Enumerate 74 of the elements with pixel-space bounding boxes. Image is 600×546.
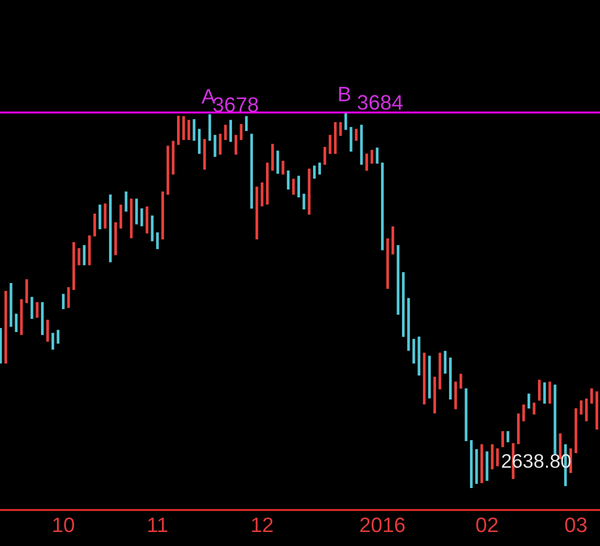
candlestick <box>25 279 28 304</box>
candlestick <box>313 166 316 179</box>
candlestick <box>365 154 368 171</box>
candlestick <box>569 448 572 474</box>
candlestick <box>506 431 510 442</box>
candlestick <box>218 134 222 155</box>
candlestick <box>78 248 80 266</box>
candlestick <box>240 124 242 140</box>
candlestick <box>234 134 238 155</box>
annotation: A <box>201 89 216 104</box>
candlestick <box>214 134 216 157</box>
candlestick <box>260 182 264 206</box>
candlestick <box>286 170 290 190</box>
candlestick <box>532 402 536 415</box>
candlestick <box>245 116 248 132</box>
candlestick <box>292 178 295 195</box>
candlestick <box>276 150 280 174</box>
candlestick <box>46 320 49 342</box>
candlestick <box>501 431 504 448</box>
candlestick <box>543 382 546 404</box>
x-tick-label: 12 <box>252 517 273 532</box>
candlestick <box>104 203 106 229</box>
candlestick <box>538 380 541 401</box>
candlestick <box>444 350 446 374</box>
candlestick <box>376 148 378 164</box>
candlestick <box>182 116 185 140</box>
candlestick <box>124 191 128 212</box>
candlestick <box>198 128 201 154</box>
candlestick <box>528 394 530 409</box>
candlestick <box>490 444 494 470</box>
candlestick <box>328 134 332 154</box>
x-tick-label: 2016 <box>360 517 405 532</box>
candlestick <box>344 112 348 130</box>
x-tick-label: 11 <box>148 518 168 532</box>
candlestick <box>282 160 284 175</box>
candlestick <box>82 245 86 266</box>
candlestick <box>51 332 54 350</box>
x-tick-label: 03 <box>565 517 587 532</box>
candlestick <box>98 204 102 230</box>
candlestick <box>188 120 190 140</box>
candlestick <box>324 146 326 165</box>
candlestick <box>36 302 38 318</box>
candlestick <box>67 287 70 308</box>
x-tick-label: 02 <box>476 517 498 532</box>
x-tick-label: 10 <box>53 517 74 532</box>
candlestick <box>412 338 416 364</box>
candlestick <box>339 122 342 136</box>
candlestick <box>460 374 462 389</box>
candlestick <box>140 208 144 226</box>
candlestick <box>522 404 525 422</box>
candlestick <box>119 204 122 229</box>
candlestick <box>302 194 306 210</box>
candlestick <box>14 314 18 332</box>
candlestick <box>318 162 321 175</box>
candlestick <box>229 120 232 142</box>
candlestick <box>156 232 159 250</box>
candlestick <box>350 126 352 152</box>
candlestick <box>354 128 358 141</box>
candlestick <box>93 214 96 236</box>
candlestick <box>370 150 374 164</box>
annotation: 3678 <box>213 97 258 112</box>
candlestick <box>496 448 499 466</box>
candlestick <box>297 176 300 198</box>
candlestick <box>590 388 593 404</box>
annotation: B <box>339 86 350 102</box>
candlestick <box>548 382 552 404</box>
candlestick <box>62 294 65 310</box>
candlestick <box>224 124 227 140</box>
candlestick <box>30 296 34 319</box>
candlestick <box>192 119 196 141</box>
candlestick <box>585 398 588 422</box>
candlestick <box>56 330 60 344</box>
candlestick <box>580 400 583 415</box>
annotation: 3684 <box>358 95 403 110</box>
